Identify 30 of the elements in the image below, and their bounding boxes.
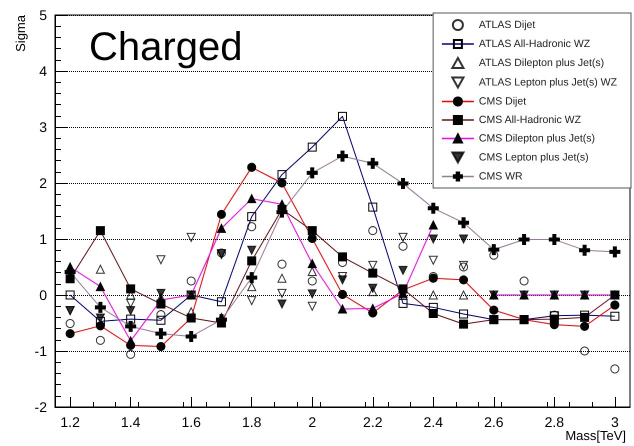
x-tick-label: 2.4 (424, 414, 444, 430)
legend-label: ATLAS Lepton plus Jet(s) WZ (478, 76, 618, 88)
y-axis-title: Sigma (13, 14, 28, 52)
y-tick-label: 0 (39, 287, 48, 303)
y-tick-label: -2 (34, 399, 48, 415)
x-tick-label: 3 (610, 414, 619, 430)
legend-label: CMS Dijet (478, 96, 526, 108)
legend-label: CMS Lepton plus Jet(s) (478, 152, 589, 164)
x-tick-label: 1.2 (60, 414, 80, 430)
x-tick-label: 1.4 (120, 414, 141, 430)
x-tick-label: 1.8 (242, 414, 262, 430)
y-tick-label: 2 (39, 175, 48, 191)
legend-label: CMS Dilepton plus Jet(s) (478, 132, 596, 144)
legend-label: CMS WR (478, 170, 524, 182)
legend-label: ATLAS All-Hadronic WZ (478, 38, 591, 50)
x-axis-title: Mass[TeV] (565, 428, 626, 443)
y-tick-label: -1 (34, 343, 48, 359)
y-tick-label: 3 (39, 119, 48, 135)
x-tick-label: 2.6 (484, 414, 504, 430)
x-tick-label: 2.8 (544, 414, 564, 430)
legend-label: ATLAS Dijet (478, 19, 536, 31)
legend-label: ATLAS Dilepton plus Jet(s) (478, 57, 604, 69)
legend-label: CMS All-Hadronic WZ (478, 114, 582, 126)
chart-title: Charged (89, 25, 242, 69)
x-tick-label: 2.2 (363, 414, 383, 430)
x-tick-label: 2 (308, 414, 316, 430)
y-tick-label: 4 (39, 63, 48, 79)
y-tick-label: 5 (39, 7, 48, 23)
y-tick-label: 1 (39, 231, 48, 247)
x-tick-label: 1.6 (181, 414, 202, 430)
